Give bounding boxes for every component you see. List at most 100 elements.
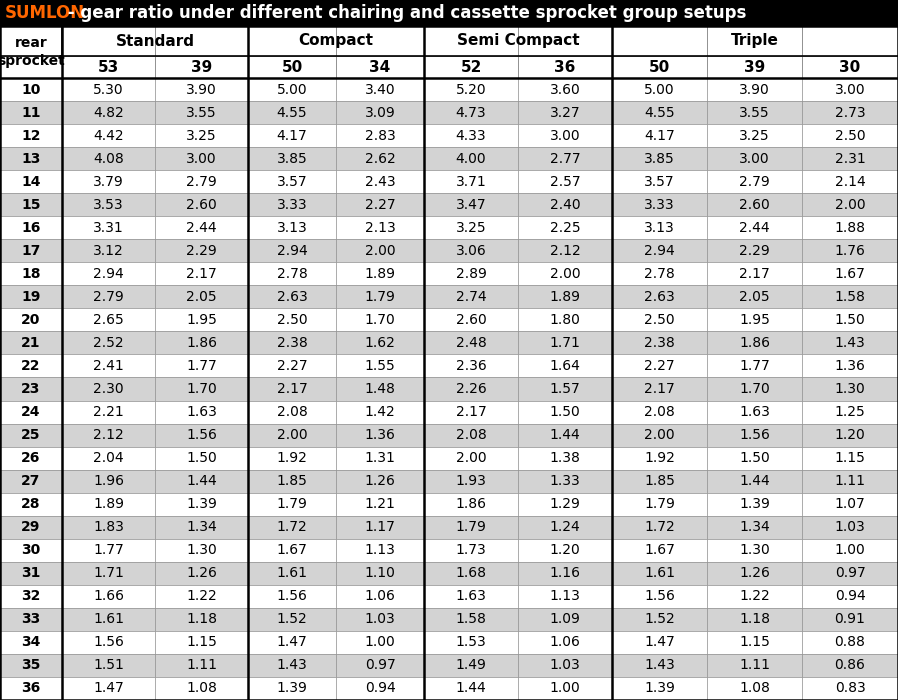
- Text: 1.83: 1.83: [93, 520, 124, 534]
- Bar: [707, 584, 802, 608]
- Text: 1.18: 1.18: [186, 612, 217, 626]
- Text: 16: 16: [22, 220, 40, 234]
- Text: 1.96: 1.96: [93, 474, 124, 488]
- Bar: [248, 262, 336, 286]
- Text: 2.57: 2.57: [550, 175, 580, 189]
- Text: 2.74: 2.74: [455, 290, 487, 304]
- Text: rear
sprocket: rear sprocket: [0, 36, 65, 68]
- Bar: [424, 216, 518, 239]
- Bar: [707, 262, 802, 286]
- Bar: [62, 354, 155, 377]
- Text: 1.44: 1.44: [739, 474, 770, 488]
- Bar: [155, 447, 248, 470]
- Text: 5.00: 5.00: [644, 83, 674, 97]
- Text: 1.56: 1.56: [739, 428, 770, 442]
- Bar: [62, 124, 155, 147]
- Text: 2.13: 2.13: [365, 220, 395, 234]
- Bar: [802, 677, 898, 700]
- Bar: [62, 377, 155, 400]
- Text: 4.33: 4.33: [455, 129, 487, 143]
- Text: 1.47: 1.47: [644, 636, 675, 650]
- Text: 1.67: 1.67: [644, 543, 675, 557]
- Text: 4.00: 4.00: [455, 152, 487, 166]
- Bar: [155, 400, 248, 424]
- Bar: [155, 493, 248, 516]
- Text: 10: 10: [22, 83, 40, 97]
- Bar: [0, 286, 62, 309]
- Text: 28: 28: [22, 497, 40, 511]
- Bar: [424, 26, 518, 56]
- Text: 0.88: 0.88: [834, 636, 866, 650]
- Bar: [424, 562, 518, 584]
- Bar: [612, 677, 707, 700]
- Bar: [155, 216, 248, 239]
- Text: 1.89: 1.89: [365, 267, 395, 281]
- Bar: [155, 170, 248, 193]
- Text: Standard: Standard: [116, 34, 195, 48]
- Bar: [707, 124, 802, 147]
- Bar: [518, 654, 612, 677]
- Bar: [424, 193, 518, 216]
- Bar: [612, 101, 707, 124]
- Text: 1.86: 1.86: [455, 497, 487, 511]
- Text: 34: 34: [22, 636, 40, 650]
- Text: 1.51: 1.51: [93, 659, 124, 673]
- Text: 31: 31: [22, 566, 40, 580]
- Text: 1.50: 1.50: [186, 451, 217, 465]
- Text: 3.40: 3.40: [365, 83, 395, 97]
- Text: 2.00: 2.00: [365, 244, 395, 258]
- Text: 1.89: 1.89: [93, 497, 124, 511]
- Text: 3.00: 3.00: [186, 152, 216, 166]
- Bar: [155, 239, 248, 262]
- Bar: [518, 56, 612, 78]
- Bar: [155, 354, 248, 377]
- Bar: [707, 516, 802, 539]
- Bar: [155, 424, 248, 447]
- Text: 2.43: 2.43: [365, 175, 395, 189]
- Text: 32: 32: [22, 589, 40, 603]
- Text: 1.95: 1.95: [186, 313, 217, 327]
- Text: 15: 15: [22, 197, 40, 211]
- Text: 1.44: 1.44: [455, 682, 487, 696]
- Text: 1.86: 1.86: [739, 336, 770, 350]
- Bar: [0, 101, 62, 124]
- Bar: [802, 631, 898, 654]
- Text: 1.93: 1.93: [455, 474, 487, 488]
- Bar: [0, 584, 62, 608]
- Bar: [248, 286, 336, 309]
- Bar: [424, 331, 518, 354]
- Text: 1.26: 1.26: [186, 566, 217, 580]
- Bar: [612, 516, 707, 539]
- Bar: [62, 424, 155, 447]
- Text: 2.48: 2.48: [455, 336, 487, 350]
- Bar: [248, 493, 336, 516]
- Text: 2.83: 2.83: [365, 129, 395, 143]
- Text: 2.60: 2.60: [186, 197, 217, 211]
- Bar: [518, 147, 612, 170]
- Text: 1.26: 1.26: [739, 566, 770, 580]
- Bar: [518, 193, 612, 216]
- Bar: [802, 262, 898, 286]
- Bar: [802, 101, 898, 124]
- Text: 0.86: 0.86: [834, 659, 866, 673]
- Bar: [518, 562, 612, 584]
- Bar: [336, 377, 424, 400]
- Text: 13: 13: [22, 152, 40, 166]
- Text: 1.73: 1.73: [455, 543, 487, 557]
- Bar: [248, 147, 336, 170]
- Text: 0.97: 0.97: [365, 659, 395, 673]
- Text: 2.05: 2.05: [739, 290, 770, 304]
- Bar: [248, 424, 336, 447]
- Bar: [424, 56, 518, 78]
- Text: 1.85: 1.85: [277, 474, 307, 488]
- Text: 3.55: 3.55: [739, 106, 770, 120]
- Text: 3.13: 3.13: [644, 220, 675, 234]
- Text: 25: 25: [22, 428, 40, 442]
- Text: 1.44: 1.44: [186, 474, 217, 488]
- Bar: [0, 539, 62, 562]
- Text: 2.94: 2.94: [277, 244, 307, 258]
- Bar: [155, 286, 248, 309]
- Bar: [155, 516, 248, 539]
- Text: 1.39: 1.39: [739, 497, 770, 511]
- Text: 4.55: 4.55: [644, 106, 674, 120]
